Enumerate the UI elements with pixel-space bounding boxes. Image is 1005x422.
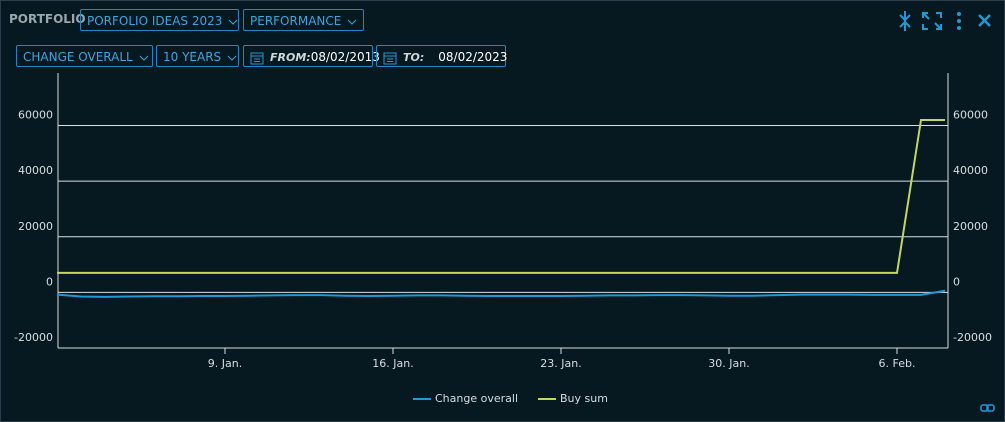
y2-tick-label: 0 [953, 275, 960, 288]
x-tick-label: 9. Jan. [208, 357, 242, 370]
dropdown-text: PERFORMANCE [250, 14, 342, 28]
view-dropdown[interactable]: PERFORMANCE [243, 9, 364, 31]
series-line [57, 118, 945, 274]
dropdown-text: 10 YEARS [163, 50, 222, 64]
calendar-icon [383, 52, 397, 64]
x-tick-label: 30. Jan. [708, 357, 749, 370]
dropdown-text: PORFOLIO IDEAS 2023 [87, 14, 223, 28]
chevron [139, 55, 149, 61]
chevron [229, 19, 238, 25]
to-label: TO: [403, 51, 425, 64]
dropdown-text: CHANGE OVERALL [23, 50, 133, 64]
y-tick-label: 0 [46, 275, 53, 288]
legend-label: Buy sum [560, 392, 608, 405]
y2-tick-label: 40000 [953, 164, 988, 177]
legend-label: Change overall [435, 392, 518, 405]
chevron [227, 55, 237, 61]
y2-tick-label: 60000 [953, 109, 988, 122]
portfolio-label: PORTFOLIO [9, 12, 86, 26]
calendar-icon [250, 52, 264, 64]
measure-dropdown[interactable]: CHANGE OVERALL [16, 45, 153, 67]
y-tick-label: -20000 [14, 331, 53, 344]
series-line [56, 289, 946, 298]
x-tick-label: 6. Feb. [879, 357, 916, 370]
link-icon[interactable] [980, 403, 996, 413]
y-tick-label: 20000 [18, 220, 53, 233]
to-date[interactable]: TO: 08/02/2023 [376, 45, 508, 67]
y2-tick-label: 20000 [953, 220, 988, 233]
y-tick-label: 60000 [18, 109, 53, 122]
x-tick-label: 23. Jan. [540, 357, 581, 370]
portfolio-dropdown[interactable]: PORFOLIO IDEAS 2023 [80, 9, 239, 31]
y-tick-label: 40000 [18, 164, 53, 177]
to-value: 08/02/2023 [438, 50, 508, 64]
period-dropdown[interactable]: 10 YEARS [156, 45, 239, 67]
y2-tick-label: -20000 [953, 331, 992, 344]
x-tick-label: 16. Jan. [372, 357, 413, 370]
from-date[interactable]: FROM:08/02/2013 [243, 45, 380, 67]
from-value: 08/02/2013 [310, 50, 380, 64]
chevron [347, 19, 357, 25]
from-label: FROM: [270, 51, 311, 64]
toolbar-icons[interactable] [896, 10, 996, 32]
